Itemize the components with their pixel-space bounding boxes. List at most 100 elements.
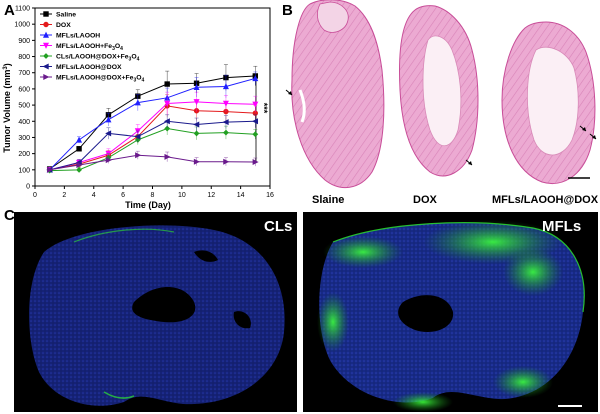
legend-label-part: O [115, 43, 120, 50]
legend-label-part: MFLs/LAOOH@DOX+Fe [56, 75, 134, 82]
data-point [42, 42, 50, 49]
chart-y-axis-label: Tumor Volume (mm3) [2, 63, 12, 153]
chart-x-axis-label: Time (Day) [125, 200, 171, 210]
series-2 [46, 71, 259, 173]
x-tick-label: 4 [92, 192, 96, 199]
x-tick-label: 10 [178, 192, 186, 199]
data-point [105, 157, 112, 164]
heart-section-mfls [501, 21, 597, 184]
y-tick-label: 0 [26, 184, 30, 191]
legend-label: MFLs/LAOOH@DOX+Fe3O4 [56, 75, 145, 84]
legend-label-part: 3 [112, 46, 115, 52]
y-axis-label-close: ) [2, 63, 12, 66]
y-tick-label: 900 [18, 38, 30, 45]
panel-letter-b: B [282, 2, 293, 19]
panel-letter-a: A [4, 2, 15, 19]
legend-label-part: O [131, 54, 136, 61]
data-point [223, 158, 230, 165]
chart-axes: 0 2 4 6 8 10 12 14 16 0 100 200 300 400 500 600 700 800 90… [14, 6, 274, 200]
data-point [222, 83, 229, 90]
y-tick-label: 300 [18, 135, 30, 142]
data-point [164, 100, 171, 107]
fluorescence-label-cls: CLs [264, 218, 293, 235]
legend-label-part: CLs/LAOOH@DOX+Fe [56, 54, 129, 61]
chart-legend: SalineDOXMFLs/LAOOHMFLs/LAOOH+Fe3O4CLs/L… [40, 11, 145, 84]
data-point [134, 133, 141, 140]
legend-label: DOX [56, 22, 71, 29]
heart-label-dox: DOX [413, 194, 437, 206]
series-line [49, 101, 256, 171]
series-line [49, 154, 256, 171]
series-6 [46, 150, 259, 173]
data-point [222, 119, 229, 126]
series-line [49, 120, 256, 171]
legend-label: Saline [56, 12, 76, 19]
tumor-volume-chart: 0 2 4 6 8 10 12 14 16 0 100 200 300 400 500 600 700 800 90… [2, 6, 274, 211]
heart-section-saline [285, 0, 385, 188]
data-point [222, 100, 229, 107]
data-point [43, 73, 50, 81]
series-line [49, 75, 256, 170]
data-point [105, 130, 112, 137]
heart-section-dox [399, 5, 479, 177]
data-point [164, 81, 170, 87]
legend-label-part: 4 [142, 78, 145, 84]
panel-letter-c: C [4, 207, 15, 224]
data-point [42, 31, 50, 38]
data-point [193, 99, 200, 106]
data-point [135, 152, 142, 159]
data-point [163, 118, 170, 125]
legend-label: MFLs/LAOOH [56, 33, 100, 40]
x-tick-label: 0 [33, 192, 37, 199]
y-tick-label: 700 [18, 70, 30, 77]
y-tick-label: 100 [18, 167, 30, 174]
y-tick-label: 1100 [15, 6, 30, 13]
legend-label-part: 3 [133, 78, 136, 84]
y-tick-label: 800 [18, 54, 30, 61]
legend-label-part: O [136, 75, 141, 82]
y-axis-label-sup: 3 [3, 66, 9, 70]
heart-sections [285, 0, 597, 188]
data-point [251, 118, 259, 125]
fluorescence-image-mfls [303, 212, 598, 412]
data-point [252, 159, 259, 166]
y-axis-label-text: Tumor Volume (mm [2, 70, 12, 153]
data-point [223, 129, 229, 136]
series-line [49, 77, 256, 171]
heart-label-mfls: MFLs/LAOOH@DOX [492, 194, 599, 206]
y-tick-label: 400 [18, 119, 30, 126]
data-point [76, 161, 83, 168]
data-point [193, 158, 200, 165]
y-tick-label: 600 [18, 86, 30, 93]
data-point [193, 121, 200, 128]
data-point [46, 166, 54, 173]
legend-label-part: 4 [137, 57, 140, 63]
fluorescence-scale-bar [558, 405, 582, 407]
fluorescence-cls-drawing [29, 225, 285, 406]
data-point [76, 166, 82, 173]
data-point [252, 131, 259, 138]
data-point [42, 63, 49, 70]
fluorescence-mfls-drawing [317, 220, 585, 412]
data-point [252, 75, 259, 82]
data-point [43, 11, 49, 17]
legend-label-part: MFLs/LAOOH+Fe [56, 43, 112, 50]
series-line [49, 105, 256, 171]
legend-label: MFLs/LAOOH+Fe3O4 [56, 43, 123, 52]
x-tick-label: 6 [121, 192, 125, 199]
legend-label-part: 3 [129, 57, 132, 63]
data-point [164, 153, 171, 160]
significance-marker: *** [259, 103, 269, 114]
x-tick-label: 16 [266, 192, 274, 199]
data-point [105, 116, 112, 123]
legend-label: CLs/LAOOH@DOX+Fe3O4 [56, 54, 140, 63]
series-line [49, 128, 256, 172]
x-tick-label: 2 [62, 192, 66, 199]
data-point [76, 146, 82, 152]
chart-series-layer [46, 64, 259, 174]
data-point [134, 99, 141, 106]
y-tick-label: 1000 [14, 22, 30, 29]
y-tick-label: 500 [18, 103, 30, 110]
data-point [164, 125, 171, 132]
x-tick-label: 12 [207, 192, 215, 199]
